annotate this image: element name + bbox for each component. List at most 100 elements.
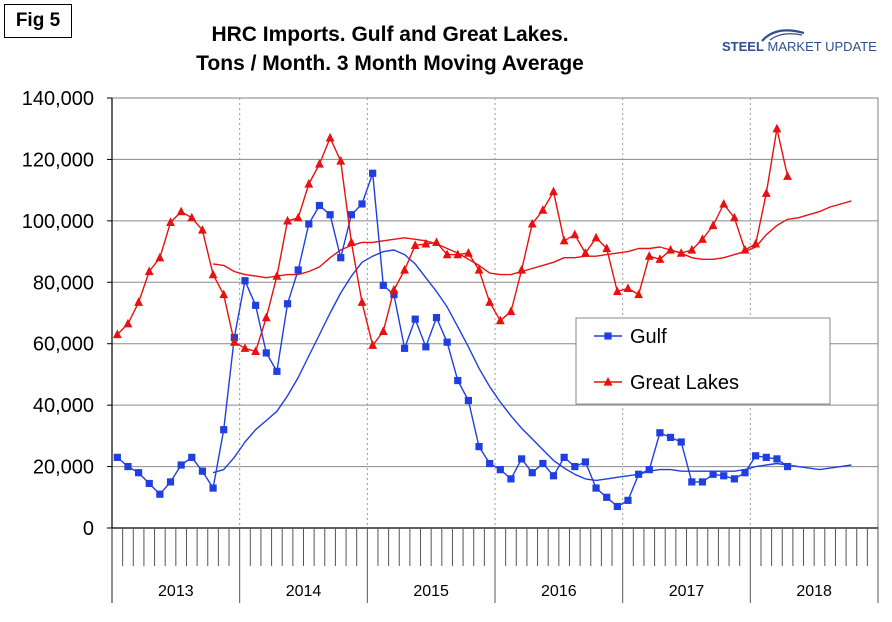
data-point-gulf: [188, 453, 196, 461]
data-point-gulf: [475, 443, 483, 451]
legend: Gulf Great Lakes: [575, 317, 831, 405]
data-point-gulf: [677, 438, 685, 446]
brand-name-rest: MARKET UPDATE: [764, 39, 877, 54]
data-point-gulf: [432, 314, 441, 322]
data-point-gulf: [624, 496, 632, 504]
data-point-great-lakes: [198, 225, 207, 234]
data-point-gulf: [762, 453, 770, 461]
data-point-great-lakes: [612, 286, 622, 296]
data-point-great-lakes: [208, 269, 218, 279]
data-point-gulf: [635, 470, 643, 478]
legend-box: [575, 317, 831, 405]
data-point-great-lakes: [155, 252, 165, 262]
data-point-gulf: [560, 453, 568, 461]
x-tick-label-year: 2017: [669, 583, 705, 600]
data-point-gulf: [528, 469, 536, 477]
logo-arc-icon: [761, 29, 805, 42]
data-point-great-lakes: [719, 198, 729, 208]
data-point-great-lakes: [166, 217, 175, 226]
data-point-gulf: [156, 490, 164, 498]
data-point-gulf: [443, 338, 451, 346]
axis-layer: 0 20,000 40,000 60,000 80,000 100,000 120,000 1…: [22, 88, 879, 603]
data-point-gulf: [411, 315, 419, 323]
y-tick-label: 140,000: [22, 88, 94, 110]
y-tick-label: 40,000: [33, 395, 94, 417]
data-point-gulf: [454, 376, 462, 385]
data-point-gulf: [422, 343, 430, 351]
data-point-gulf: [752, 452, 760, 460]
data-point-great-lakes: [464, 248, 473, 257]
data-point-gulf: [166, 478, 175, 486]
data-point-great-lakes: [581, 248, 590, 257]
data-point-gulf: [124, 462, 132, 471]
data-point-great-lakes: [591, 232, 601, 242]
data-point-gulf: [209, 484, 217, 492]
data-point-gulf: [698, 478, 707, 486]
data-point-great-lakes: [240, 343, 250, 352]
data-point-great-lakes: [729, 212, 739, 222]
data-point-gulf: [273, 367, 281, 375]
chart-title-block: HRC Imports. Gulf and Great Lakes. Tons …: [120, 20, 660, 78]
data-point-gulf: [369, 169, 377, 177]
data-point-great-lakes: [219, 289, 229, 299]
data-point-gulf: [113, 453, 121, 461]
x-tick-label-year: 2015: [413, 583, 449, 600]
data-point-great-lakes: [272, 271, 282, 280]
data-point-great-lakes: [676, 248, 686, 257]
data-point-great-lakes: [740, 245, 750, 254]
data-point-great-lakes: [442, 249, 452, 259]
data-point-great-lakes: [634, 289, 644, 299]
svg-text:STEEL MARKET UPDATE: STEEL MARKET UPDATE: [722, 39, 877, 54]
data-point-great-lakes: [549, 186, 558, 196]
data-point-great-lakes: [655, 254, 665, 263]
data-point-gulf: [709, 470, 717, 478]
legend-marker-great-lakes: [603, 377, 613, 386]
data-point-gulf: [134, 469, 143, 477]
chart-subtitle: Tons / Month. 3 Month Moving Average: [196, 52, 584, 75]
data-point-great-lakes: [357, 297, 367, 306]
data-point-gulf: [496, 466, 504, 474]
data-point-gulf: [603, 493, 611, 501]
data-point-gulf: [613, 502, 621, 511]
data-point-great-lakes: [229, 337, 239, 346]
series-line-gulf: [116, 172, 789, 508]
data-point-great-lakes: [708, 220, 718, 230]
grid-layer: [111, 97, 879, 529]
data-point-great-lakes: [432, 237, 441, 246]
legend-label-great-lakes: Great Lakes: [630, 372, 739, 394]
data-point-great-lakes: [134, 297, 143, 306]
data-point-gulf: [177, 461, 185, 469]
data-point-great-lakes: [421, 238, 431, 248]
data-point-great-lakes: [453, 249, 463, 259]
data-point-gulf: [315, 201, 324, 210]
legend-label-gulf: Gulf: [630, 326, 667, 348]
data-point-great-lakes: [346, 237, 356, 246]
x-tick-label-year: 2014: [286, 583, 322, 600]
series-line-great-lakes: [116, 127, 789, 353]
data-point-great-lakes: [666, 245, 675, 254]
data-point-gulf: [656, 429, 664, 437]
data-point-great-lakes: [698, 234, 707, 243]
y-tick-label: 20,000: [33, 457, 94, 479]
data-point-great-lakes: [772, 123, 782, 133]
series-layer: [112, 123, 792, 511]
data-point-gulf: [666, 433, 675, 441]
data-point-great-lakes: [506, 306, 516, 316]
figure-label: Fig 5: [4, 4, 72, 38]
y-tick-label: 100,000: [22, 211, 94, 233]
data-point-great-lakes: [144, 266, 154, 276]
data-point-great-lakes: [400, 265, 409, 274]
data-point-great-lakes: [283, 215, 292, 225]
data-point-great-lakes: [527, 218, 537, 228]
x-tick-label-year: 2018: [796, 583, 832, 600]
data-point-gulf: [464, 396, 473, 405]
y-tick-label: 0: [83, 518, 94, 540]
data-point-gulf: [688, 478, 696, 486]
data-point-great-lakes: [112, 329, 122, 339]
data-point-great-lakes: [474, 265, 484, 274]
y-tick-label: 60,000: [33, 334, 94, 356]
data-point-gulf: [294, 266, 302, 274]
data-point-great-lakes: [176, 206, 186, 216]
data-point-great-lakes: [559, 235, 569, 245]
brand-name-bold: STEEL: [722, 39, 764, 54]
